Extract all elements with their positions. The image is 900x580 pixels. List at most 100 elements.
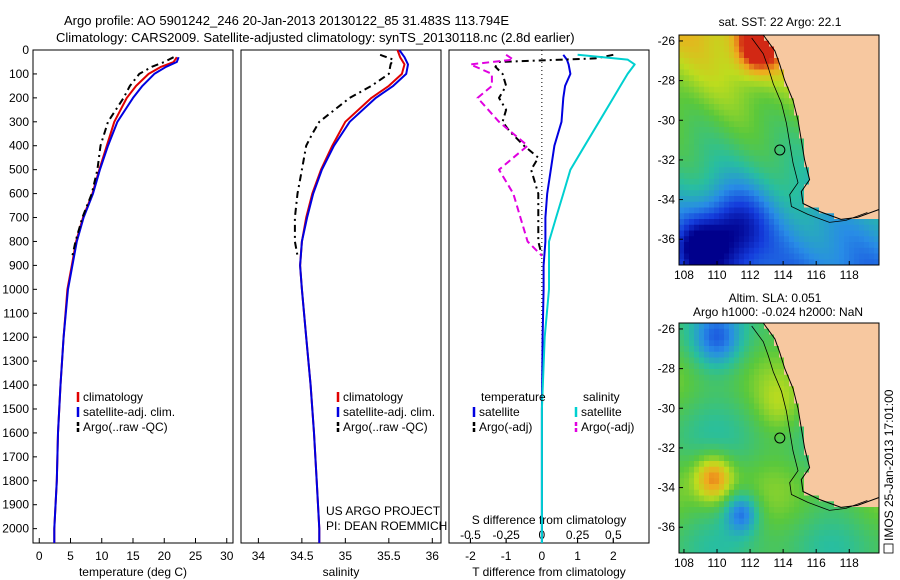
sst-lon-tick-label: 108 — [674, 268, 694, 282]
sla-lon-tick-label: 116 — [807, 556, 826, 570]
tdiff-xtick-label: -2 — [465, 549, 476, 563]
depth-tick-label: 1300 — [2, 354, 29, 368]
depth-tick-label: 1800 — [2, 474, 29, 488]
depth-tick-label: 1000 — [2, 282, 29, 296]
temperature-xtick-label: 0 — [36, 549, 43, 563]
sdiff-xtick-label: 0.5 — [605, 528, 622, 542]
temperature-xtick-label: 30 — [220, 549, 234, 563]
sla-lon-tick-label: 108 — [674, 556, 694, 570]
difference-series-0 — [540, 54, 572, 543]
sla-depth-contour — [751, 325, 868, 511]
temperature-legend-2: Argo(..raw -QC) — [83, 420, 168, 434]
temperature-axes — [32, 49, 234, 544]
temperature-axis-label: temperature (deg C) — [79, 565, 187, 579]
salinity-legend-2: Argo(..raw -QC) — [343, 420, 428, 434]
sst-map: 108 110 112 114 116 118 -26 -28 -30 -32 -34 -36 sat.… — [658, 15, 880, 282]
salinity-xtick-label: 35 — [339, 549, 353, 563]
temperature-xtick-label: 15 — [126, 549, 140, 563]
depth-tick-label: 700 — [9, 211, 29, 225]
salinity-legend-0: climatology — [343, 390, 403, 404]
salinity-xtick-label: 36 — [426, 549, 440, 563]
sla-lon-tick-label: 114 — [774, 556, 793, 570]
depth-tick-label: 2000 — [2, 522, 29, 536]
salinity-xtick-label: 35.5 — [377, 549, 401, 563]
sla-lat-tick-label: -30 — [658, 401, 676, 415]
depth-tick-label: 400 — [9, 139, 29, 153]
depth-tick-label: 200 — [9, 91, 29, 105]
sst-coastline — [762, 34, 880, 220]
sla-map-subtitle: Argo h1000: -0.024 h2000: NaN — [693, 305, 863, 319]
temperature-xtick-label: 10 — [95, 549, 109, 563]
difference-legend-3: Argo(-adj) — [581, 420, 634, 434]
temperature-plot: 0100200300400500600700800900100011001200… — [2, 43, 233, 579]
salinity-legend-1: satellite-adj. clim. — [343, 405, 435, 419]
salinity-xtick-label: 34 — [252, 549, 266, 563]
tdiff-xtick-label: 2 — [610, 549, 617, 563]
credit-pi: PI: DEAN ROEMMICH — [326, 519, 447, 533]
sdiff-xtick-label: -0.25 — [492, 528, 520, 542]
depth-tick-label: 500 — [9, 163, 29, 177]
salinity-axis-label: salinity — [323, 565, 360, 579]
depth-tick-label: 1100 — [3, 306, 29, 320]
header-line1: Argo profile: AO 5901242_246 20-Jan-2013… — [64, 13, 509, 28]
sla-lon-tick-label: 118 — [840, 556, 859, 570]
depth-tick-label: 300 — [9, 115, 29, 129]
sdiff-xtick-label: -0.5 — [460, 528, 481, 542]
temperature-xtick-label: 20 — [158, 549, 172, 563]
sst-lat-tick-label: -30 — [658, 113, 676, 127]
imos-logo-icon — [883, 543, 894, 554]
sst-raster — [679, 35, 880, 266]
difference-plot: -2 -1 0 1 2 T difference from climatology -0.5… — [448, 49, 650, 579]
temperature-legend-1: satellite-adj. clim. — [83, 405, 175, 419]
depth-tick-label: 600 — [9, 187, 29, 201]
header-line2: Climatology: CARS2009. Satellite-adjuste… — [56, 30, 575, 45]
sdiff-xtick-label: 0.25 — [566, 528, 590, 542]
depth-tick-label: 900 — [9, 258, 29, 272]
sst-lon-tick-label: 118 — [840, 268, 859, 282]
sla-lat-tick-label: -28 — [658, 362, 676, 376]
sst-lon-tick-label: 114 — [774, 268, 793, 282]
sst-argo-marker — [774, 144, 786, 156]
imos-timestamp: IMOS 25-Jan-2013 17:01:00 — [882, 389, 896, 541]
sst-lon-tick-label: 110 — [707, 268, 726, 282]
depth-tick-label: 1500 — [2, 402, 29, 416]
credit-project: US ARGO PROJECT — [326, 504, 441, 518]
sst-lat-tick-label: -36 — [658, 232, 676, 246]
temperature-legend-0: climatology — [83, 390, 143, 404]
sst-map-title: sat. SST: 22 Argo: 22.1 — [719, 15, 842, 29]
difference-legend-0: satellite — [479, 405, 520, 419]
sla-raster — [679, 323, 880, 554]
sla-lat-tick-label: -34 — [658, 481, 676, 495]
sst-depth-contour — [751, 37, 868, 223]
sla-lat-tick-label: -36 — [658, 520, 676, 534]
depth-tick-label: 1700 — [2, 450, 29, 464]
legend-header-salinity: salinity — [583, 390, 620, 404]
temperature-xtick-label: 5 — [67, 549, 74, 563]
salinity-axes — [240, 49, 442, 544]
depth-tick-label: 1200 — [2, 330, 29, 344]
sst-lat-tick-label: -32 — [658, 153, 676, 167]
difference-legend-2: satellite — [581, 405, 622, 419]
sdiff-axis-label: S difference from climatology — [472, 513, 627, 527]
temperature-xtick-label: 25 — [189, 549, 203, 563]
difference-axes — [448, 49, 650, 544]
sla-coastline — [762, 322, 880, 508]
tdiff-xtick-label: 0 — [539, 549, 546, 563]
salinity-series-2 — [293, 53, 395, 256]
sst-lat-tick-label: -28 — [658, 74, 676, 88]
sst-lat-tick-label: -34 — [658, 193, 676, 207]
sla-lat-tick-label: -32 — [658, 441, 676, 455]
difference-legend-1: Argo(-adj) — [479, 420, 532, 434]
sla-map: 108 110 112 114 116 118 -26 -28 -30 -32 -34 -36 Alti… — [658, 291, 880, 570]
difference-series-2 — [540, 53, 636, 543]
legend-header-temperature: temperature — [481, 390, 546, 404]
sst-lat-tick-label: -26 — [658, 34, 676, 48]
temperature-series-1 — [53, 56, 180, 543]
depth-tick-label: 100 — [9, 67, 29, 81]
depth-tick-label: 1900 — [2, 498, 29, 512]
depth-tick-label: 0 — [22, 43, 29, 57]
depth-tick-label: 1400 — [2, 378, 29, 392]
sla-map-frame — [678, 322, 880, 554]
salinity-plot: 34 34.5 35 35.5 36 salinity climatologysatelli… — [240, 49, 442, 579]
difference-series-3 — [469, 53, 543, 257]
